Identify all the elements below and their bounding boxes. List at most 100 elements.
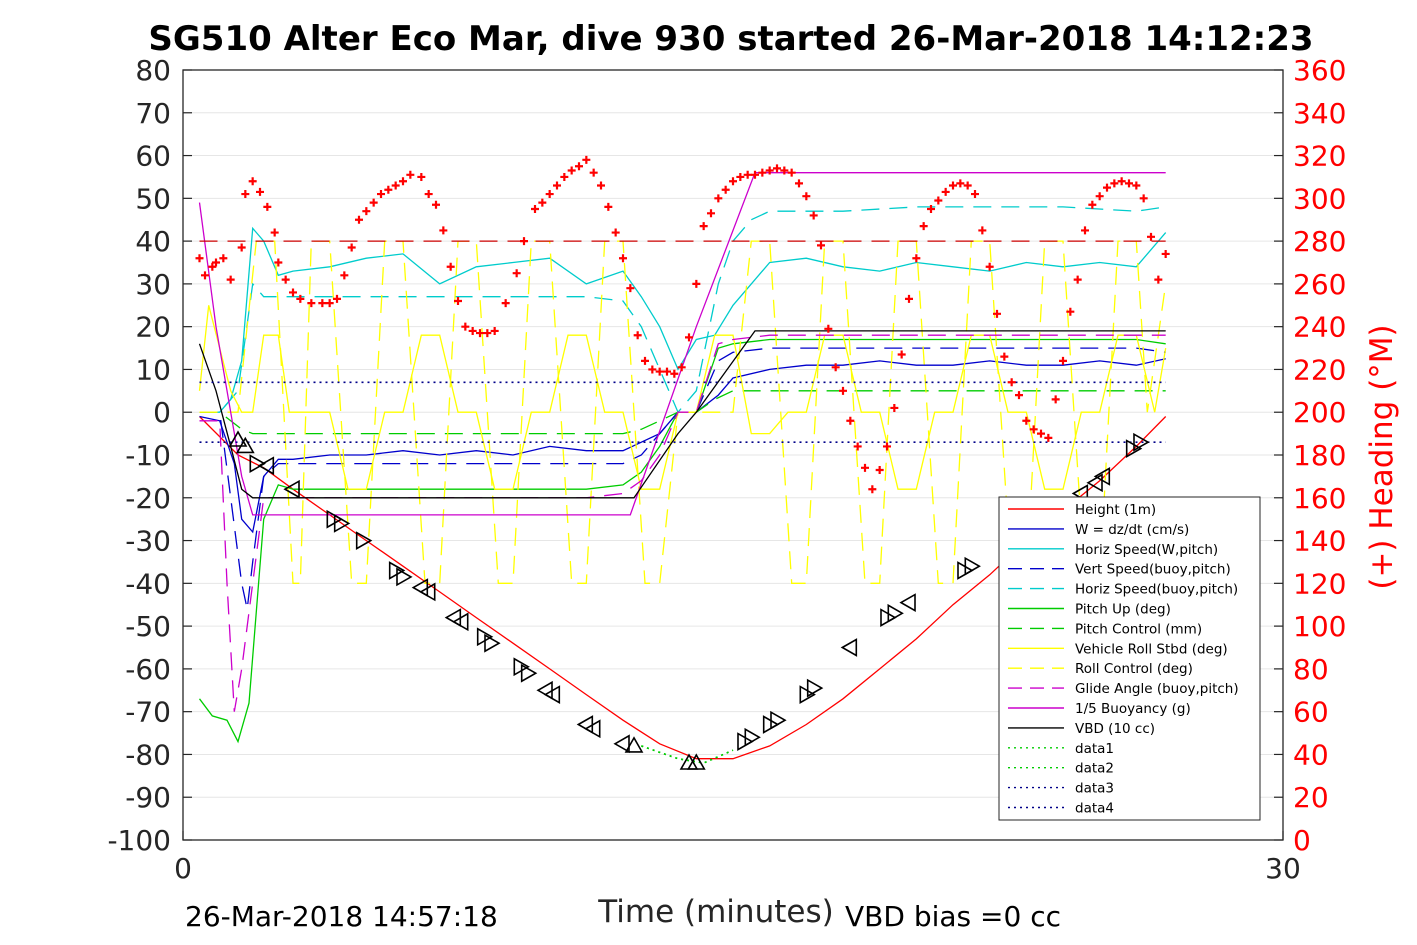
legend-label: Pitch Up (deg) xyxy=(1075,602,1171,618)
heading-point xyxy=(476,329,484,338)
heading-point xyxy=(978,226,987,235)
heading-point xyxy=(274,258,283,267)
heading-point xyxy=(831,363,840,372)
triangle-marker xyxy=(396,567,413,587)
y2-tick-label: 0 xyxy=(1293,824,1311,857)
heading-point xyxy=(582,155,591,164)
triangle-marker xyxy=(770,710,787,730)
legend-label: Vehicle Roll Stbd (deg) xyxy=(1075,641,1228,657)
heading-point xyxy=(714,194,723,203)
heading-point xyxy=(985,262,994,271)
triangle-marker xyxy=(887,603,904,623)
heading-point xyxy=(1161,249,1170,258)
heading-point xyxy=(553,181,561,190)
legend: Height (1m) W = dz/dt (cm/s) Horiz Speed(W… xyxy=(998,496,1261,821)
heading-point xyxy=(281,275,290,284)
heading-point xyxy=(1015,391,1023,400)
heading-point xyxy=(1088,200,1097,209)
heading-point xyxy=(1147,232,1155,241)
heading-points xyxy=(195,155,1170,494)
series-line-horiz-speed-buoy-pitch xyxy=(199,206,1166,414)
heading-point xyxy=(655,367,664,376)
heading-point xyxy=(439,226,448,235)
y-tick-label: 20 xyxy=(135,311,171,344)
heading-point xyxy=(736,172,745,181)
y2-tick-label: 40 xyxy=(1293,738,1329,771)
heading-point xyxy=(237,243,246,252)
heading-point xyxy=(384,185,393,194)
heading-point xyxy=(941,187,950,196)
series-line-pitch-control-mm xyxy=(199,390,1166,435)
triangle-marker xyxy=(228,430,248,447)
series-line-glide-angle-buoy-pitch xyxy=(199,334,1166,712)
triangle-marker xyxy=(840,638,858,657)
y-tick-label: 0 xyxy=(153,396,171,429)
y-tick-label: -40 xyxy=(125,567,171,600)
heading-point xyxy=(817,241,825,250)
y2-tick-label: 360 xyxy=(1293,54,1346,87)
heading-point xyxy=(461,322,470,331)
triangle-marker xyxy=(249,454,266,473)
triangle-marker xyxy=(452,612,469,632)
heading-point xyxy=(545,190,554,199)
heading-point xyxy=(802,192,811,201)
heading-point xyxy=(619,254,627,263)
triangle-marker xyxy=(584,719,601,739)
series-line-data2 xyxy=(641,745,734,764)
heading-point xyxy=(1000,352,1009,361)
heading-point xyxy=(296,294,305,303)
heading-point xyxy=(289,288,297,297)
heading-point xyxy=(256,187,264,196)
y2-tick-label: 260 xyxy=(1293,268,1346,301)
heading-point xyxy=(560,172,569,181)
heading-point xyxy=(927,205,935,214)
y-tick-label: -90 xyxy=(125,781,171,814)
heading-point xyxy=(897,350,906,359)
heading-point xyxy=(1073,275,1082,284)
triangle-marker xyxy=(806,678,824,698)
heading-point xyxy=(956,179,965,188)
heading-point xyxy=(758,168,767,177)
heading-point xyxy=(307,299,316,308)
heading-point xyxy=(1029,425,1038,434)
heading-point xyxy=(1117,177,1126,186)
heading-point xyxy=(201,271,209,280)
y2-tick-label: 240 xyxy=(1293,311,1346,344)
legend-label: VBD (10 cc) xyxy=(1075,721,1155,737)
y2-tick-label: 80 xyxy=(1293,653,1329,686)
heading-point xyxy=(853,442,862,451)
triangle-marker xyxy=(624,736,644,753)
heading-point xyxy=(1154,275,1163,284)
heading-point xyxy=(195,254,204,263)
heading-point xyxy=(868,485,877,494)
legend-label: W = dz/dt (cm/s) xyxy=(1075,522,1189,538)
x-tick-label: 30 xyxy=(1265,852,1301,885)
heading-point xyxy=(685,333,693,342)
heading-point xyxy=(446,262,455,271)
y-tick-label: 10 xyxy=(135,353,171,386)
y2-tick-label: 120 xyxy=(1293,567,1346,600)
heading-point xyxy=(633,331,642,340)
heading-point xyxy=(333,294,341,303)
triangle-marker xyxy=(484,633,501,653)
heading-point xyxy=(391,181,400,190)
heading-point xyxy=(670,369,679,378)
heading-point xyxy=(905,294,913,303)
heading-point xyxy=(963,181,972,190)
triangle-marker xyxy=(520,663,538,683)
heading-point xyxy=(780,166,789,175)
y-tick-label: 80 xyxy=(135,54,171,87)
heading-point xyxy=(707,209,715,218)
y-tick-label: -100 xyxy=(107,824,171,857)
legend-label: data4 xyxy=(1075,801,1114,817)
footer-vbd-bias: VBD bias =0 cc xyxy=(845,900,1061,933)
heading-point xyxy=(809,211,818,220)
heading-point xyxy=(406,170,415,179)
triangle-marker xyxy=(543,685,561,704)
triangle-marker xyxy=(333,514,351,533)
y-tick-label: 50 xyxy=(135,182,171,215)
y2-axis-label: (+) Heading (°M) xyxy=(1364,324,1400,589)
triangle-marker xyxy=(613,734,630,754)
heading-point xyxy=(219,254,228,263)
